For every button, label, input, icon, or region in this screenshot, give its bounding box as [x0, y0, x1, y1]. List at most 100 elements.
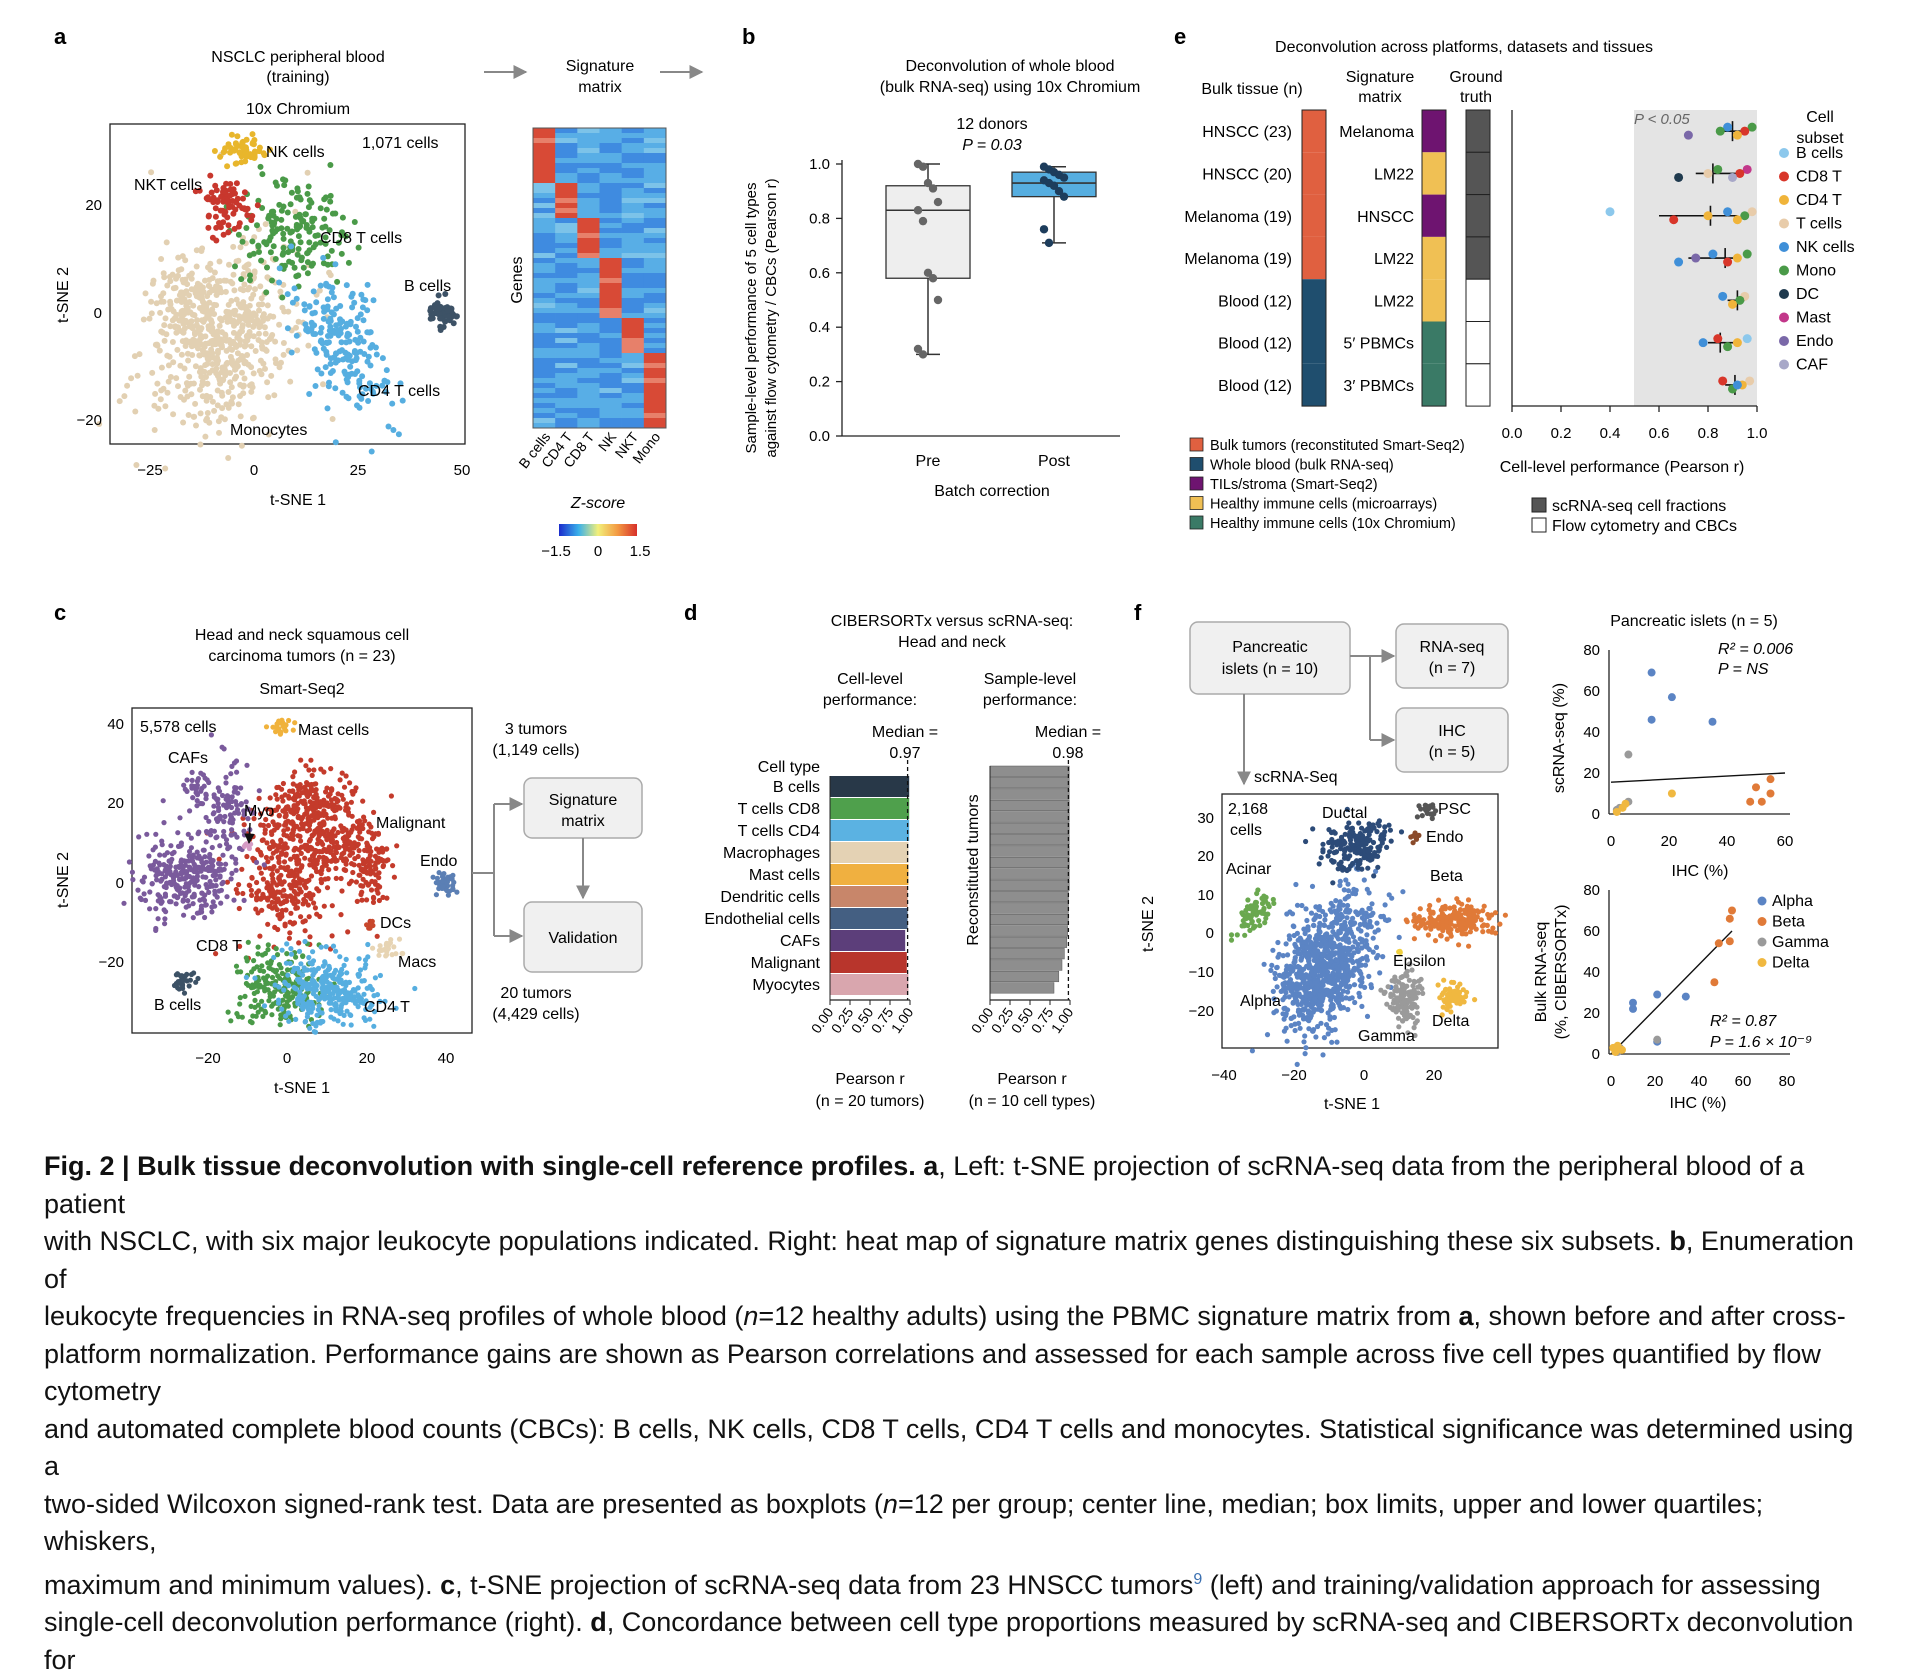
- e-col-bulk: Bulk tissue (n): [1201, 81, 1302, 98]
- point-alpha: [1346, 946, 1351, 951]
- point-malignant: [339, 855, 344, 860]
- point-monocyte: [263, 331, 269, 337]
- heatmap-cell: [577, 208, 599, 213]
- point-cd4: [313, 350, 319, 356]
- heatmap-cell: [622, 373, 644, 378]
- point-cd4-t: [310, 961, 315, 966]
- heatmap-cell: [644, 163, 666, 168]
- point-caf: [212, 829, 217, 834]
- point-caf: [161, 798, 166, 803]
- heatmap-cell: [622, 393, 644, 398]
- heatmap-cell: [555, 378, 577, 383]
- point-monocyte: [181, 397, 187, 403]
- point-cd4: [306, 391, 312, 397]
- heatmap-cell: [577, 298, 599, 303]
- heatmap-cell: [600, 333, 622, 338]
- point-malignant: [283, 853, 288, 858]
- point-alpha: [1400, 889, 1405, 894]
- point-monocyte: [235, 331, 241, 337]
- point-cd8-t: [240, 1015, 245, 1020]
- heatmap-cell: [600, 393, 622, 398]
- point-malignant: [266, 896, 271, 901]
- point-cd4-t: [299, 1004, 304, 1009]
- heatmap-cell: [622, 228, 644, 233]
- point-cd8: [321, 260, 327, 266]
- point-monocyte: [256, 331, 262, 337]
- point-malignant: [279, 911, 284, 916]
- point-malignant: [343, 868, 348, 873]
- point-alpha: [1360, 908, 1365, 913]
- point-cd8: [268, 249, 274, 255]
- point-monocyte: [276, 322, 282, 328]
- point-alpha: [1344, 915, 1349, 920]
- point-cd4-t: [337, 954, 342, 959]
- e-point: [1674, 173, 1683, 182]
- point-cd4-t: [300, 985, 305, 990]
- d-celltype-label: T cells CD4: [738, 823, 820, 840]
- heatmap-cell: [577, 283, 599, 288]
- e-point: [1733, 254, 1742, 263]
- heatmap-cell: [600, 218, 622, 223]
- e-point: [1718, 376, 1727, 385]
- heatmap-cell: [577, 393, 599, 398]
- point-monocyte: [196, 342, 202, 348]
- e-dataset-label: Healthy immune cells (10x Chromium): [1210, 516, 1456, 532]
- point-cd8: [273, 180, 279, 186]
- point-monocyte: [183, 343, 189, 349]
- point-alpha: [1285, 985, 1290, 990]
- e-gt-swatch: [1466, 237, 1490, 279]
- heatmap-cell: [555, 358, 577, 363]
- point-cd4: [369, 449, 375, 455]
- point-alpha: [1358, 971, 1363, 976]
- point-cd4: [366, 354, 372, 360]
- heatmap-cell: [555, 333, 577, 338]
- point-nk: [224, 163, 230, 169]
- point-cd4: [318, 339, 324, 345]
- c-xtick-3: 20: [359, 1050, 376, 1067]
- point-alpha: [1365, 958, 1370, 963]
- point-ductal: [1384, 845, 1389, 850]
- panel-letter-c: c: [54, 600, 66, 625]
- heatmap-cell: [533, 363, 555, 368]
- point-cd8-t: [237, 1001, 242, 1006]
- point-malignant: [253, 907, 258, 912]
- point-ductal: [1366, 849, 1371, 854]
- heatmap-cell: [600, 418, 622, 423]
- point-alpha: [1293, 882, 1298, 887]
- point-cd8-t: [263, 978, 268, 983]
- point-nkt: [221, 189, 227, 195]
- point-cd4-t: [271, 955, 276, 960]
- point-malignant: [323, 789, 328, 794]
- point-alpha: [1338, 930, 1343, 935]
- point-alpha: [1341, 964, 1346, 969]
- heatmap-cell: [577, 333, 599, 338]
- heatmap-cell: [622, 348, 644, 353]
- b-ytick-label: 0.8: [809, 210, 830, 227]
- point-myo: [247, 846, 252, 851]
- e-row-bulk-label: Blood (12): [1218, 293, 1292, 310]
- point-monocyte: [192, 330, 198, 336]
- point-alpha: [1350, 916, 1355, 921]
- point-cd4: [318, 371, 324, 377]
- a-ytick-3: −20: [77, 412, 102, 429]
- point-nkt: [235, 196, 241, 202]
- point-monocyte: [148, 169, 154, 175]
- point-cd4-t: [347, 1012, 352, 1017]
- point-malignant: [384, 846, 389, 851]
- point-ductal: [1365, 866, 1370, 871]
- point-malignant: [296, 940, 301, 945]
- heatmap-cell: [622, 328, 644, 333]
- point-cd8: [303, 225, 309, 231]
- point-monocyte: [262, 324, 268, 330]
- point-cd4: [365, 282, 371, 288]
- heatmap-cell: [577, 253, 599, 258]
- point-caf: [178, 891, 183, 896]
- heatmap-cell: [577, 168, 599, 173]
- point-monocyte: [205, 410, 211, 416]
- point-caf: [147, 889, 152, 894]
- point-macs: [384, 946, 389, 951]
- point-nk: [250, 131, 256, 137]
- point-ductal: [1362, 828, 1367, 833]
- point-caf: [228, 817, 233, 822]
- point-malignant: [364, 897, 369, 902]
